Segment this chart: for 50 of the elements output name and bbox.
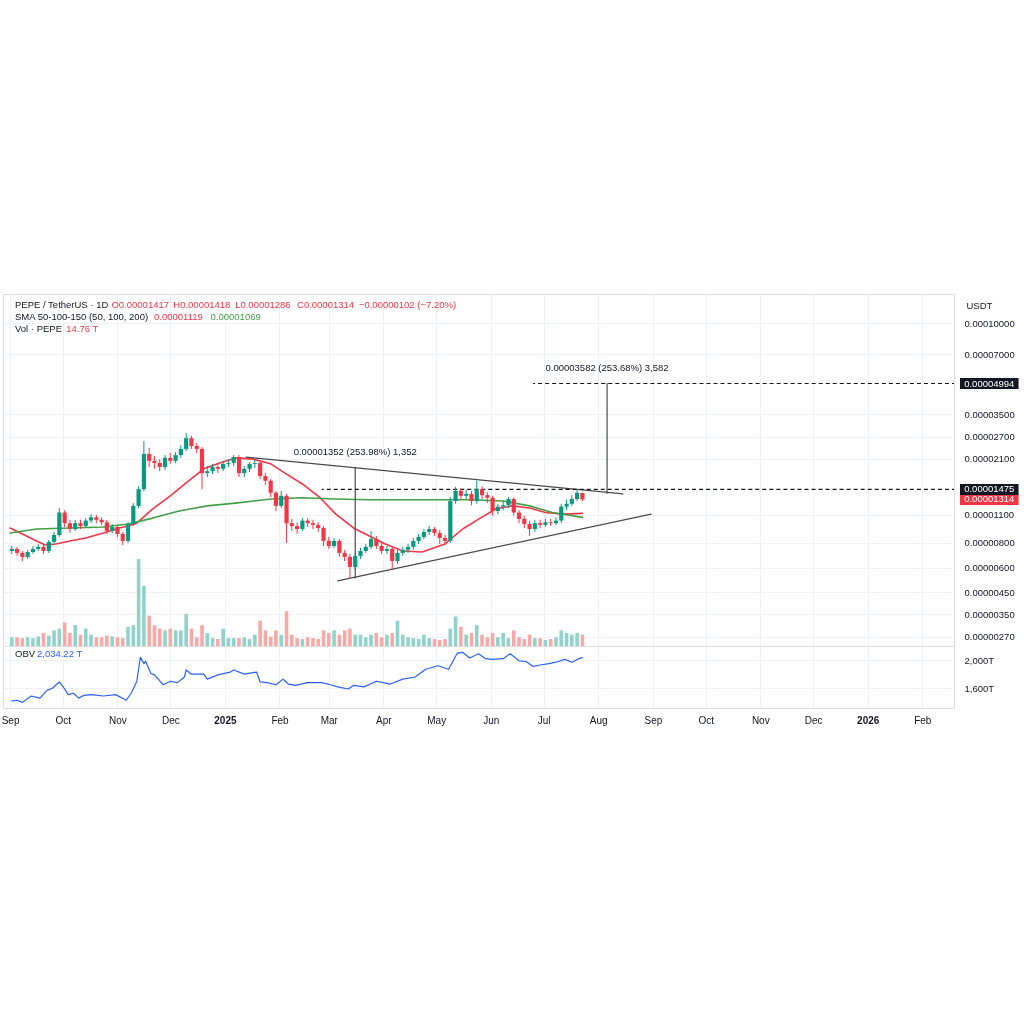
y-tick-label: 0.00002700 <box>964 431 1015 443</box>
y-tick-label: 0.00002100 <box>964 453 1015 465</box>
y-tick-label: 0.00000350 <box>964 608 1015 620</box>
x-tick-label: 2026 <box>857 714 880 726</box>
y-tick-label: 0.00003500 <box>964 408 1015 420</box>
x-tick-label: Jun <box>483 714 500 726</box>
y-tick-label: 0.00010000 <box>964 317 1015 329</box>
x-tick-label: Nov <box>751 714 770 726</box>
x-tick-label: Nov <box>109 714 127 726</box>
x-tick-label: Apr <box>376 714 393 726</box>
x-tick-label: Feb <box>271 714 290 726</box>
annotation: L0.00001286 <box>235 299 291 310</box>
text: PEPE / TetherUS · 1D <box>15 299 109 310</box>
x-tick-label: Sep <box>1 714 20 726</box>
annotation: C0.00001314 <box>297 299 355 310</box>
chart-title: Vol · PEPE <box>15 323 62 334</box>
x-tick-label: Dec <box>804 714 823 726</box>
x-tick-label: Oct <box>698 714 715 726</box>
y-tick-label: 0.00001475 <box>964 483 1015 495</box>
text: 0.00001069 <box>210 311 261 322</box>
y-tick-label: 0.00001100 <box>964 509 1014 521</box>
x-tick-label: Oct <box>55 714 72 726</box>
x-tick-label: Jul <box>537 714 551 726</box>
y-tick-label: 0.00001314 <box>964 493 1015 505</box>
x-tick-label: Feb <box>914 714 932 726</box>
annotation: 0.00003582 (253.68%) 3,582 <box>545 361 669 373</box>
annotation: 2,034.22 T <box>36 648 83 659</box>
x-tick-label: Dec <box>161 714 180 726</box>
y-tick-label: 0.00000450 <box>964 586 1015 598</box>
x-tick-label: Aug <box>589 714 608 726</box>
y-tick-label: 0.00004994 <box>964 377 1015 389</box>
annotation: 14.76 T <box>66 323 99 334</box>
y-tick-label: 0.00000600 <box>964 562 1015 574</box>
x-tick-label: May <box>427 714 447 726</box>
annotation: 0.00001352 (253.98%) 1,352 <box>293 446 417 458</box>
y-tick-label: 0.00000270 <box>964 631 1015 643</box>
y-tick-label: 0.00007000 <box>964 348 1015 360</box>
y-axis-title: USDT <box>966 299 993 311</box>
legend-title: SMA 50-100-150 (50, 100, 200) <box>15 311 149 322</box>
annotation: O0.00001417 <box>111 299 170 310</box>
y-tick-label: 0.00000800 <box>964 537 1015 549</box>
annotation: H0.00001418 <box>173 299 231 310</box>
x-tick-label: Sep <box>644 714 663 726</box>
x-tick-label: Mar <box>320 714 339 726</box>
text: 0.00001119 <box>154 311 203 322</box>
chart-title: OBV <box>15 648 36 659</box>
y-tick-label: 1,600T <box>964 682 995 694</box>
y-tick-label: 2,000T <box>964 654 995 666</box>
x-tick-label: 2025 <box>214 714 237 726</box>
annotation: −0.00000102 (−7.20%) <box>358 299 457 310</box>
